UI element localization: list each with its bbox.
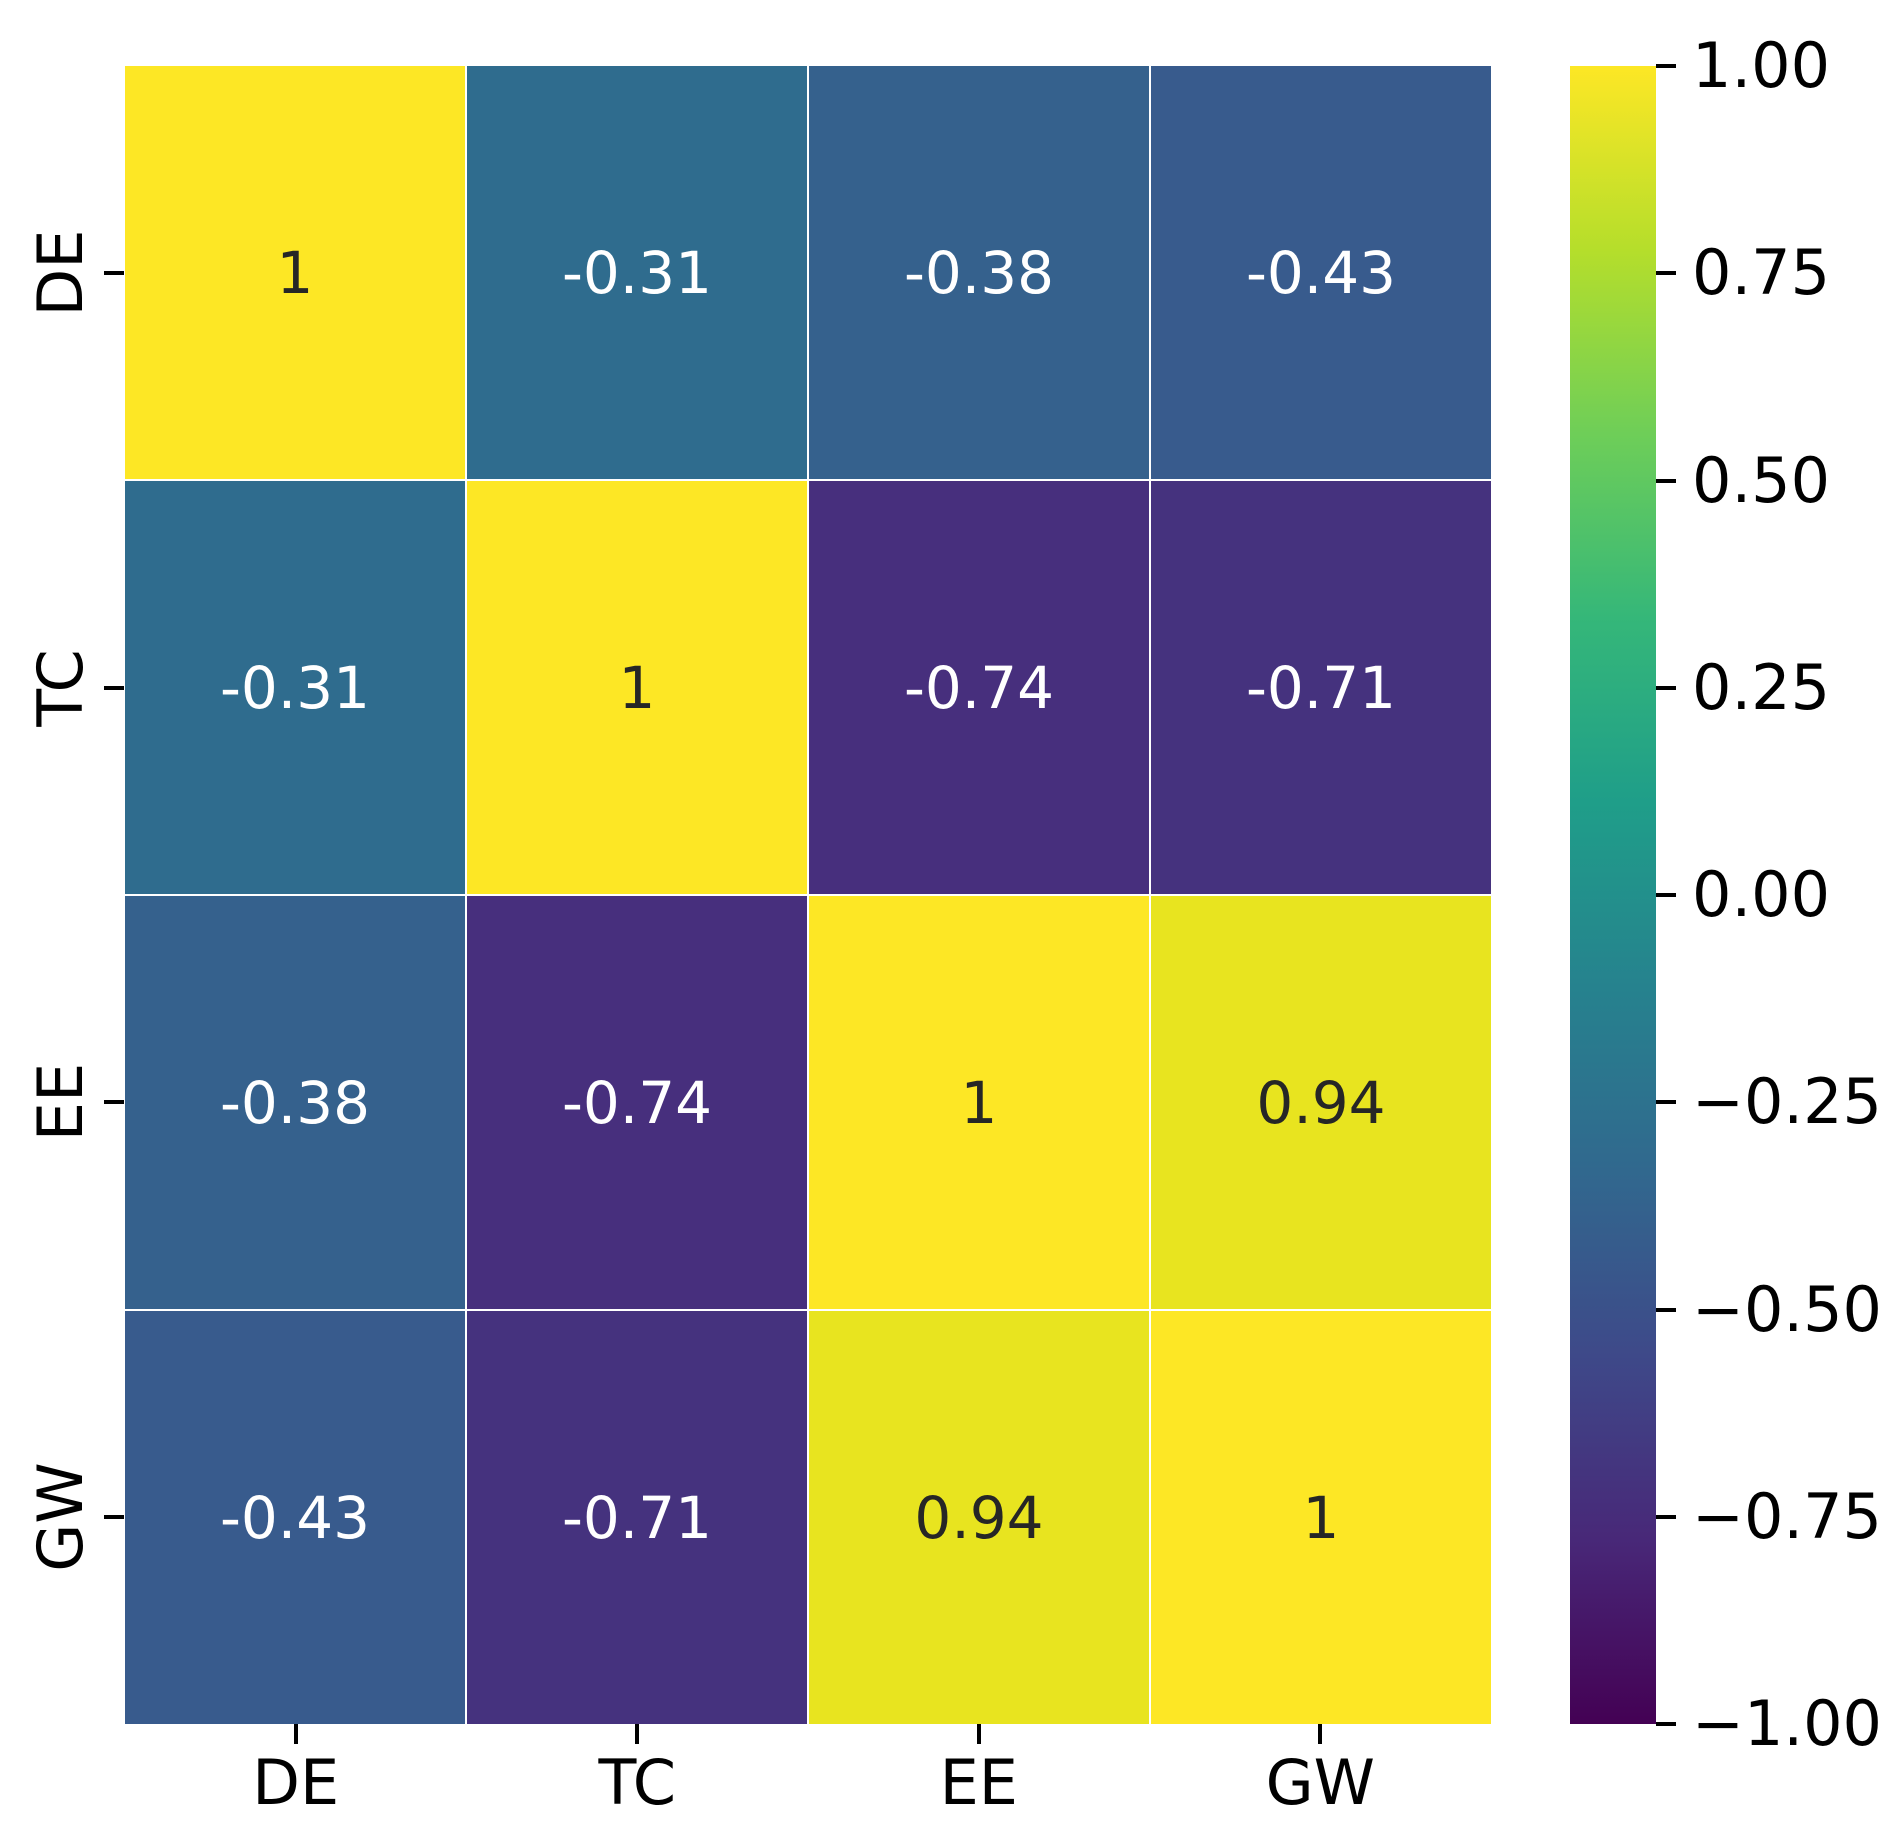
- colorbar-tick-label: 0.00: [1692, 858, 1831, 931]
- colorbar-tick-label: −0.50: [1692, 1272, 1882, 1346]
- cell-value-label: -0.43: [1245, 238, 1397, 307]
- x-tick-mark: [1318, 1724, 1323, 1744]
- colorbar-tick-mark: [1656, 1307, 1676, 1312]
- heatmap-cell: -0.74: [467, 896, 807, 1309]
- colorbar-tick-mark: [1656, 893, 1676, 897]
- x-tick-mark: [635, 1724, 640, 1744]
- cell-value-label: -0.43: [219, 1483, 371, 1552]
- y-tick-mark: [104, 1100, 124, 1105]
- heatmap-cell: 0.94: [809, 1311, 1149, 1724]
- y-tick-label: GW: [23, 1462, 97, 1572]
- x-tick-mark: [293, 1724, 298, 1744]
- y-tick-mark: [104, 685, 124, 690]
- x-tick-label: GW: [1265, 1746, 1375, 1819]
- colorbar-tick-mark: [1656, 1100, 1676, 1105]
- colorbar-tick-label: 0.50: [1692, 443, 1831, 517]
- x-tick-label: DE: [252, 1746, 340, 1819]
- colorbar-tick-label: 0.75: [1692, 236, 1831, 310]
- heatmap-cell: -0.71: [1151, 481, 1491, 894]
- heatmap-grid: 1 -0.31 -0.38 -0.43 -0.31 1 -0.74 -0.71 -0.38 -0.…: [125, 66, 1491, 1724]
- colorbar-tick-mark: [1656, 271, 1676, 276]
- colorbar-tick-mark: [1656, 64, 1676, 68]
- cell-value-label: -0.74: [561, 1068, 713, 1137]
- x-tick-label: EE: [939, 1746, 1018, 1819]
- cell-value-label: -0.74: [903, 653, 1055, 722]
- y-tick-label: DE: [23, 229, 97, 317]
- heatmap-cell: 1: [1151, 1311, 1491, 1724]
- cell-value-label: -0.71: [561, 1483, 713, 1552]
- y-tick-label: TC: [23, 648, 97, 727]
- y-tick-mark: [104, 271, 124, 276]
- heatmap-cell: -0.74: [809, 481, 1149, 894]
- cell-value-label: -0.31: [561, 238, 713, 307]
- heatmap-cell: 1: [125, 66, 465, 479]
- heatmap-cell: -0.38: [809, 66, 1149, 479]
- x-tick-label: TC: [598, 1746, 677, 1819]
- colorbar-gradient: [1570, 66, 1656, 1724]
- colorbar-tick-label: 0.25: [1692, 650, 1831, 724]
- colorbar-tick-mark: [1656, 685, 1676, 690]
- y-tick-label: EE: [23, 1063, 97, 1142]
- colorbar-tick-label: −0.25: [1692, 1065, 1882, 1139]
- y-tick-mark: [104, 1514, 124, 1519]
- colorbar-tick-label: −1.00: [1692, 1687, 1882, 1760]
- colorbar-tick-label: −0.75: [1692, 1479, 1882, 1553]
- heatmap-cell: 1: [809, 896, 1149, 1309]
- heatmap-cell: -0.38: [125, 896, 465, 1309]
- colorbar-tick-mark: [1656, 478, 1676, 483]
- cell-value-label: -0.71: [1245, 653, 1397, 722]
- heatmap-cell: -0.71: [467, 1311, 807, 1724]
- cell-value-label: 0.94: [914, 1483, 1044, 1552]
- cell-value-label: 1: [960, 1068, 998, 1137]
- colorbar-tick-mark: [1656, 1514, 1676, 1519]
- colorbar-tick-mark: [1656, 1722, 1676, 1726]
- cell-value-label: 0.94: [1256, 1068, 1386, 1137]
- cell-value-label: 1: [618, 653, 656, 722]
- cell-value-label: -0.38: [219, 1068, 371, 1137]
- cell-value-label: 1: [276, 238, 314, 307]
- heatmap-cell: -0.43: [1151, 66, 1491, 479]
- heatmap-cell: -0.31: [125, 481, 465, 894]
- heatmap-cell: 0.94: [1151, 896, 1491, 1309]
- heatmap-cell: -0.43: [125, 1311, 465, 1724]
- cell-value-label: -0.38: [903, 238, 1055, 307]
- heatmap-cell: 1: [467, 481, 807, 894]
- cell-value-label: -0.31: [219, 653, 371, 722]
- cell-value-label: 1: [1302, 1483, 1340, 1552]
- heatmap-cell: -0.31: [467, 66, 807, 479]
- x-tick-mark: [976, 1724, 981, 1744]
- colorbar-tick-label: 1.00: [1692, 29, 1831, 102]
